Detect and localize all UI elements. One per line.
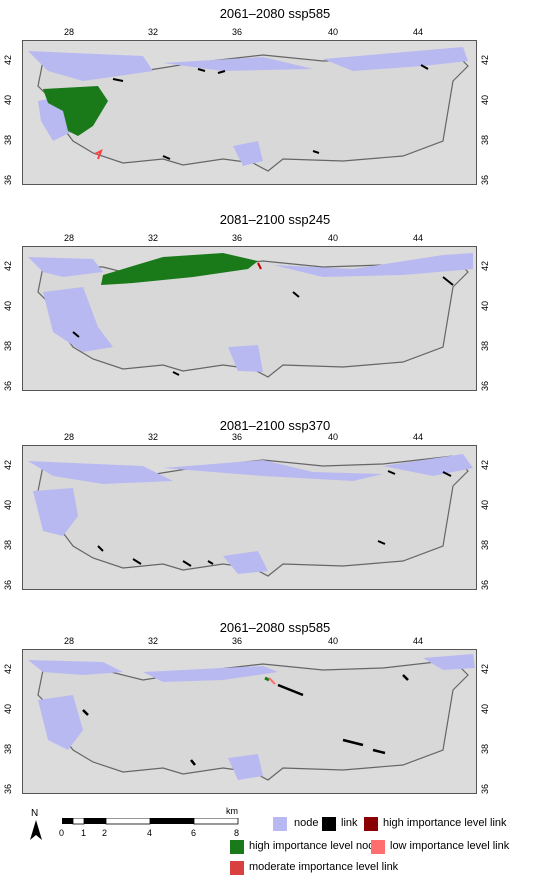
turkey-outline xyxy=(37,256,469,378)
high-importance-link xyxy=(257,262,262,270)
map-panel-3 xyxy=(22,445,477,590)
turkey-outline xyxy=(37,659,469,781)
legend-swatch-moderate-link xyxy=(230,861,244,875)
high-importance-link xyxy=(94,148,103,160)
legend-label-moderate-link: moderate importance level link xyxy=(249,861,399,873)
legend-swatch-low-link xyxy=(371,840,385,854)
links xyxy=(112,64,429,160)
legend-label-high-link: high importance level link xyxy=(383,817,507,829)
legend-swatch-link xyxy=(322,817,336,831)
legend-swatch-node xyxy=(273,817,287,831)
legend-label-link: link xyxy=(341,817,358,829)
north-arrow-icon xyxy=(30,820,42,840)
panel-title-1: 2061–2080 ssp585 xyxy=(219,6,331,21)
scale-bar: 0 1 2 4 6 8 km xyxy=(59,806,240,838)
node-areas xyxy=(28,253,473,372)
links xyxy=(82,674,409,766)
node-areas xyxy=(28,47,468,166)
legend-swatch-high-link xyxy=(364,817,378,831)
panel-title-4: 2061–2080 ssp585 xyxy=(219,620,331,635)
node-areas xyxy=(28,654,475,780)
legend-label-node: node xyxy=(294,817,319,829)
legend-swatch-high-node xyxy=(230,840,244,854)
high-importance-node xyxy=(264,676,270,682)
high-importance-node xyxy=(101,253,258,285)
panel-title-2: 2081–2100 ssp245 xyxy=(219,212,331,227)
north-label: N xyxy=(31,808,39,819)
panel-title-3: 2081–2100 ssp370 xyxy=(219,418,331,433)
high-importance-node xyxy=(43,86,108,136)
map-panel-1 xyxy=(22,40,477,185)
turkey-outline xyxy=(37,50,469,172)
turkey-outline xyxy=(37,455,469,577)
legend-label-low-link: low importance level link xyxy=(390,840,510,852)
low-importance-link xyxy=(268,677,276,685)
north-arrow: N xyxy=(26,808,46,840)
node-areas xyxy=(28,454,473,574)
links xyxy=(97,470,452,567)
map-panel-2 xyxy=(22,246,477,391)
scale-bar-graphic xyxy=(62,818,239,825)
map-panel-4 xyxy=(22,649,477,794)
links xyxy=(72,276,454,376)
legend-label-high-node: high importance level node xyxy=(249,840,381,852)
